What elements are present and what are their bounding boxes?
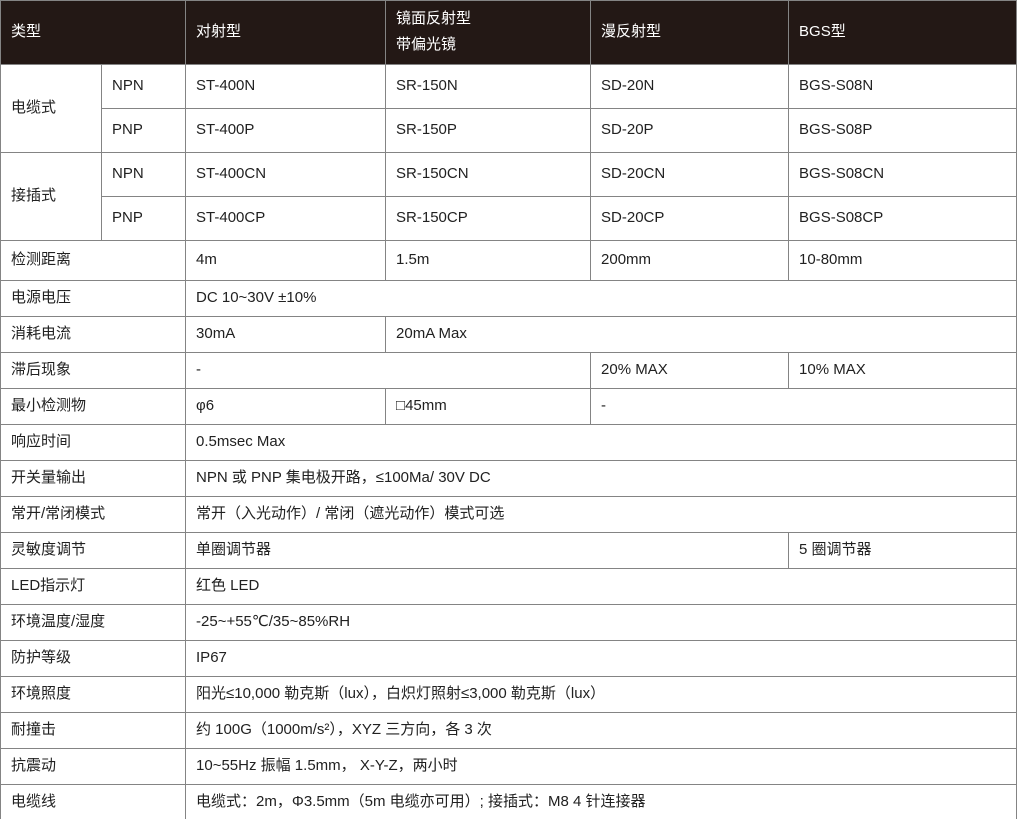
model-cell: ST-400CP [185, 196, 387, 241]
header-retro-line2: 带偏光镜 [396, 36, 457, 53]
header-cell-through-beam: 对射型 [185, 0, 387, 65]
row-sensing-distance: 检测距离 4m 1.5m 200mm 10-80mm [0, 240, 1018, 281]
header-retro-line1: 镜面反射型 [396, 10, 472, 28]
spec-value: DC 10~30V ±10% [185, 280, 1018, 317]
spec-value: NPN 或 PNP 集电极开路，≤100Ma/ 30V DC [185, 460, 1018, 497]
polarity-label: PNP [100, 196, 187, 241]
header-cell-type: 类型 [0, 0, 187, 65]
spec-label: 电缆线 [0, 784, 187, 819]
model-cell: SR-150CP [385, 196, 592, 241]
row-switch-output: 开关量输出 NPN 或 PNP 集电极开路，≤100Ma/ 30V DC [0, 460, 1018, 497]
model-cell: BGS-S08CP [788, 196, 1018, 241]
spec-value: 10-80mm [788, 240, 1018, 281]
row-hysteresis: 滞后现象 - 20% MAX 10% MAX [0, 352, 1018, 389]
spec-label: 电源电压 [0, 280, 187, 317]
spec-label: 滞后现象 [0, 352, 187, 389]
spec-value: -25~+55℃/35~85%RH [185, 604, 1018, 641]
spec-label: 环境温度/湿度 [0, 604, 187, 641]
spec-value: 单圈调节器 [185, 532, 790, 569]
model-cell: SD-20CP [590, 196, 790, 241]
spec-label: 消耗电流 [0, 316, 187, 353]
row-sensitivity-adjust: 灵敏度调节 单圈调节器 5 圈调节器 [0, 532, 1018, 569]
model-cell: ST-400CN [185, 152, 387, 197]
row-protection-rating: 防护等级 IP67 [0, 640, 1018, 677]
model-cell: SR-150N [385, 64, 592, 109]
spec-value: 阳光≤10,000 勒克斯（lux），白炽灯照射≤3,000 勒克斯（lux） [185, 676, 1018, 713]
polarity-label: NPN [100, 152, 187, 197]
model-cell: BGS-S08CN [788, 152, 1018, 197]
spec-label: 灵敏度调节 [0, 532, 187, 569]
model-cell: BGS-S08N [788, 64, 1018, 109]
model-cell: ST-400N [185, 64, 387, 109]
row-shock-resistance: 耐撞击 约 100G（1000m/s²），XYZ 三方向，各 3 次 [0, 712, 1018, 749]
spec-label: 常开/常闭模式 [0, 496, 187, 533]
spec-value: - [185, 352, 592, 389]
spec-value: 5 圈调节器 [788, 532, 1018, 569]
row-supply-voltage: 电源电压 DC 10~30V ±10% [0, 280, 1018, 317]
spec-value: □45mm [385, 388, 592, 425]
spec-value: 200mm [590, 240, 790, 281]
spec-value: 电缆式：2m，Φ3.5mm（5m 电缆亦可用）; 接插式：M8 4 针连接器 [185, 784, 1018, 819]
header-row: 类型 对射型 镜面反射型 带偏光镜 漫反射型 BGS型 [0, 0, 1018, 65]
model-cell: SD-20N [590, 64, 790, 109]
row-cable-pnp: PNP ST-400P SR-150P SD-20P BGS-S08P [1, 108, 1018, 153]
header-cell-retroreflective: 镜面反射型 带偏光镜 [385, 0, 592, 65]
spec-value: 20% MAX [590, 352, 790, 389]
group-label-cable: 电缆式 [0, 64, 102, 153]
row-response-time: 响应时间 0.5msec Max [0, 424, 1018, 461]
spec-label: 防护等级 [0, 640, 187, 677]
model-cell: SD-20P [590, 108, 790, 153]
spec-label: 开关量输出 [0, 460, 187, 497]
spec-value: 约 100G（1000m/s²），XYZ 三方向，各 3 次 [185, 712, 1018, 749]
spec-value: 10~55Hz 振幅 1.5mm， X-Y-Z，两小时 [185, 748, 1018, 785]
row-cable-npn: 电缆式 NPN ST-400N SR-150N SD-20N BGS-S08N [0, 64, 1018, 153]
row-ambient-temp-humidity: 环境温度/湿度 -25~+55℃/35~85%RH [0, 604, 1018, 641]
polarity-label: NPN [100, 64, 187, 109]
model-cell: SR-150P [385, 108, 592, 153]
spec-value: 4m [185, 240, 387, 281]
spec-value: 20mA Max [385, 316, 1018, 353]
spec-label: LED指示灯 [0, 568, 187, 605]
group-label-connector: 接插式 [0, 152, 102, 241]
row-cable-spec: 电缆线 电缆式：2m，Φ3.5mm（5m 电缆亦可用）; 接插式：M8 4 针连… [0, 784, 1018, 819]
row-ambient-illuminance: 环境照度 阳光≤10,000 勒克斯（lux），白炽灯照射≤3,000 勒克斯（… [0, 676, 1018, 713]
spec-value: - [590, 388, 1018, 425]
row-connector-pnp: PNP ST-400CP SR-150CP SD-20CP BGS-S08CP [1, 196, 1018, 241]
row-connector-npn: 接插式 NPN ST-400CN SR-150CN SD-20CN BGS-S0… [0, 152, 1018, 241]
spec-value: 常开（入光动作）/ 常闭（遮光动作）模式可选 [185, 496, 1018, 533]
spec-value: φ6 [185, 388, 387, 425]
row-min-detectable-object: 最小检测物 φ6 □45mm - [0, 388, 1018, 425]
spec-label: 环境照度 [0, 676, 187, 713]
spec-value: 30mA [185, 316, 387, 353]
row-led-indicator: LED指示灯 红色 LED [0, 568, 1018, 605]
model-cell: BGS-S08P [788, 108, 1018, 153]
spec-label: 最小检测物 [0, 388, 187, 425]
spec-value: 0.5msec Max [185, 424, 1018, 461]
spec-label: 检测距离 [0, 240, 187, 281]
model-cell: ST-400P [185, 108, 387, 153]
spec-label: 耐撞击 [0, 712, 187, 749]
spec-value: 红色 LED [185, 568, 1018, 605]
spec-value: 10% MAX [788, 352, 1018, 389]
spec-value: IP67 [185, 640, 1018, 677]
spec-value: 1.5m [385, 240, 592, 281]
header-cell-diffuse: 漫反射型 [590, 0, 790, 65]
header-cell-bgs: BGS型 [788, 0, 1018, 65]
row-current-consumption: 消耗电流 30mA 20mA Max [0, 316, 1018, 353]
row-vibration-resistance: 抗震动 10~55Hz 振幅 1.5mm， X-Y-Z，两小时 [0, 748, 1018, 785]
model-cell: SR-150CN [385, 152, 592, 197]
spec-label: 抗震动 [0, 748, 187, 785]
polarity-label: PNP [100, 108, 187, 153]
row-no-nc-mode: 常开/常闭模式 常开（入光动作）/ 常闭（遮光动作）模式可选 [0, 496, 1018, 533]
spec-label: 响应时间 [0, 424, 187, 461]
model-cell: SD-20CN [590, 152, 790, 197]
